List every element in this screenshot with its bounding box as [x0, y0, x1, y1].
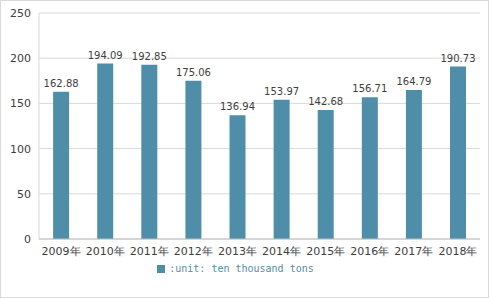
svg-text:136.94: 136.94 [220, 101, 255, 112]
svg-text:50: 50 [17, 188, 31, 201]
svg-text:2009年: 2009年 [42, 245, 81, 258]
svg-text:175.06: 175.06 [176, 67, 211, 78]
svg-text:2011年: 2011年 [130, 245, 169, 258]
svg-text:142.68: 142.68 [308, 96, 343, 107]
svg-text:156.71: 156.71 [352, 83, 387, 94]
svg-text:2017年: 2017年 [394, 245, 433, 258]
svg-text:200: 200 [10, 52, 31, 65]
svg-text:2018年: 2018年 [438, 245, 477, 258]
svg-text:2010年: 2010年 [86, 245, 125, 258]
svg-text:100: 100 [10, 143, 31, 156]
svg-text:250: 250 [10, 7, 31, 20]
svg-text:164.79: 164.79 [396, 76, 431, 87]
svg-text:192.85: 192.85 [132, 51, 167, 62]
svg-text:162.88: 162.88 [44, 78, 79, 89]
svg-text:2013年: 2013年 [218, 245, 257, 258]
svg-text:2016年: 2016年 [350, 245, 389, 258]
svg-text:2012年: 2012年 [174, 245, 213, 258]
html-text::unit: ten thousand tons: :unit: ten thousand tons [169, 263, 314, 274]
svg-text:2015年: 2015年 [306, 245, 345, 258]
svg-text:0: 0 [24, 233, 31, 246]
svg-text:153.97: 153.97 [264, 86, 299, 97]
svg-text:190.73: 190.73 [441, 53, 476, 64]
svg-text:2014年: 2014年 [262, 245, 301, 258]
svg-text:194.09: 194.09 [88, 50, 123, 61]
svg-text:150: 150 [10, 97, 31, 110]
